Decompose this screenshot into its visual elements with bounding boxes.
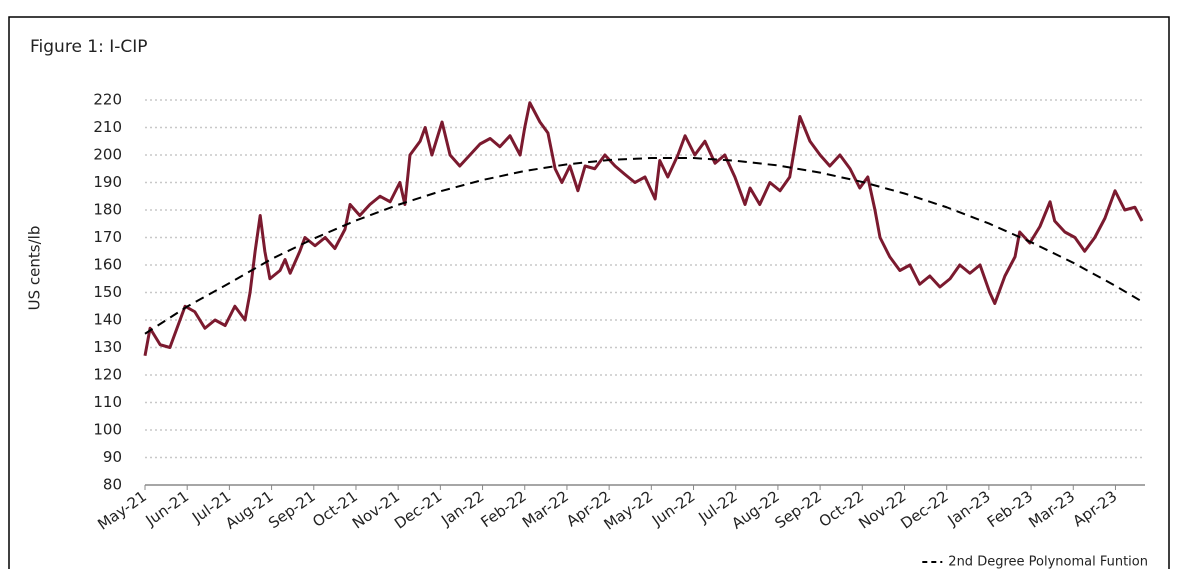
y-tick-label: 180 [93,201,122,219]
chart-title: Figure 1: I-CIP [30,37,148,57]
x-tick-label: Nov-21 [349,487,403,532]
y-tick-label: 170 [93,228,122,246]
x-tick-label: Mar-23 [1025,487,1078,531]
x-tick-label: Aug-22 [728,487,782,533]
y-tick-label: 100 [93,421,122,439]
y-tick-label: 220 [93,91,122,109]
y-tick-label: 80 [103,476,122,494]
y-tick-label: 140 [93,311,122,329]
y-tick-label: 190 [93,173,122,191]
y-tick-label: 200 [93,146,122,164]
y-tick-label: 150 [93,283,122,301]
x-tick-label: Jan-23 [944,487,994,530]
x-tick-label: May-21 [94,487,150,533]
y-axis-label: US cents/lb [26,226,44,311]
x-tick-label: Dec-22 [897,487,951,532]
trend-line [144,157,1143,335]
x-tick-label: Aug-21 [222,487,276,533]
price-line [143,101,1144,357]
x-tick-label: Jan-22 [437,487,487,530]
frame [8,16,1170,569]
x-tick-label: Mar-22 [519,487,572,531]
y-tick-label: 90 [103,448,122,466]
x-tick-label: Sep-21 [265,487,319,532]
legend-label: 2nd Degree Polynomal Funtion [948,555,1148,569]
y-tick-label: 120 [93,366,122,384]
x-tick-label: Jun-22 [648,487,698,530]
y-tick-label: 210 [93,118,122,136]
x-tick-label: Feb-22 [477,487,529,531]
x-tick-label: Sep-22 [771,487,825,532]
y-tick-label: 160 [93,256,122,274]
x-tick-label: Jun-21 [142,487,192,530]
x-tick-label: Nov-22 [855,487,909,532]
x-tick-label: Feb-23 [984,487,1036,531]
y-tick-label: 130 [93,338,122,356]
x-tick-label: May-22 [601,487,657,533]
x-tick-label: Apr-23 [1069,487,1120,530]
x-tick-label: Dec-21 [391,487,445,532]
y-tick-label: 110 [93,393,122,411]
